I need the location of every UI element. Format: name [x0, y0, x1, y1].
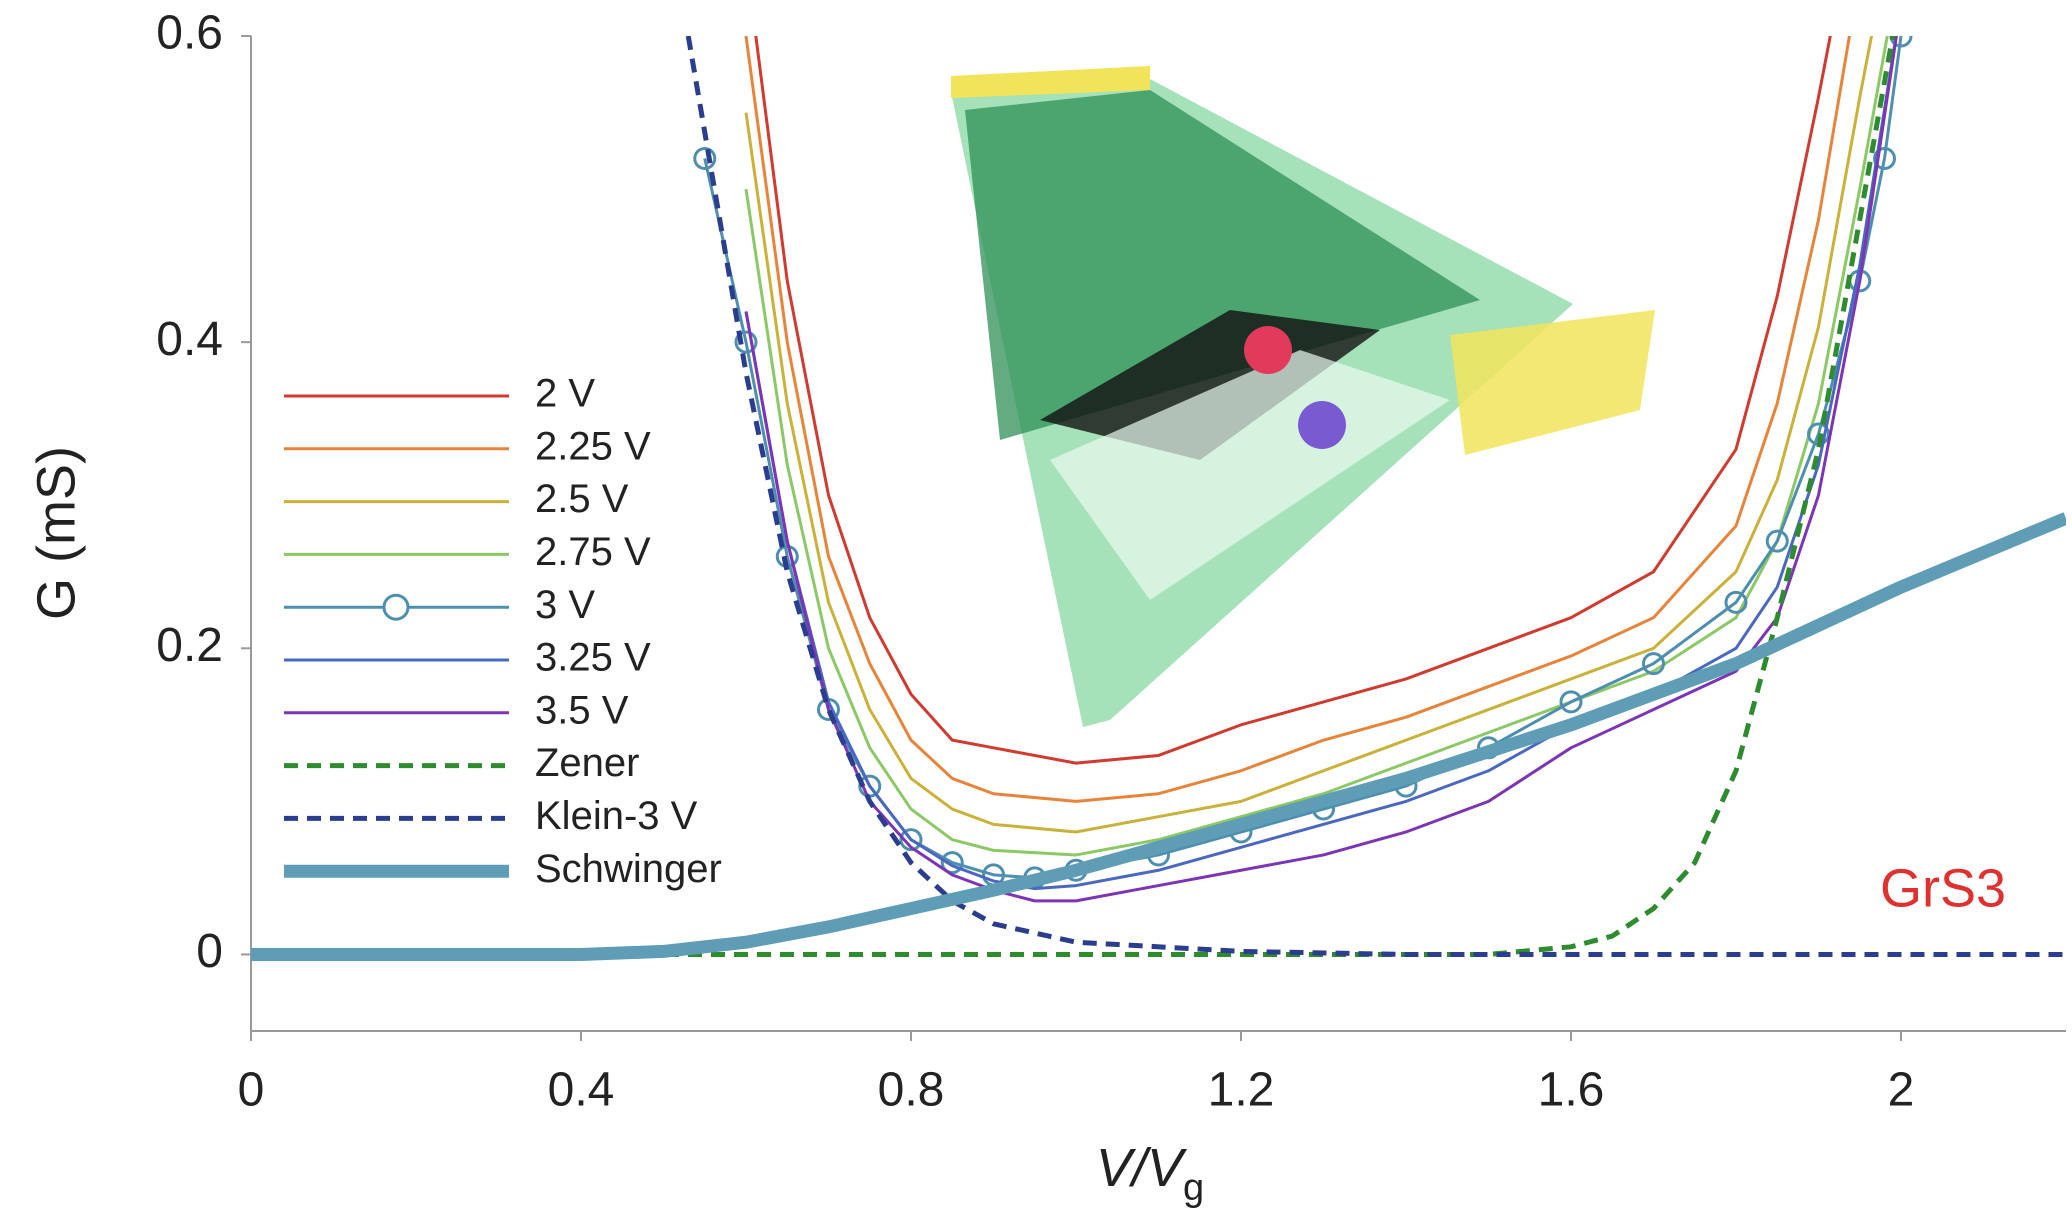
x-tick-label: 1.2 [1208, 1064, 1275, 1117]
series-line [251, 512, 2066, 961]
series-marker [1765, 529, 1789, 553]
legend-label: 3 V [535, 583, 595, 627]
legend-label: 3.25 V [535, 636, 651, 680]
inset-illustration [951, 66, 1655, 727]
x-axis-label: V/Vg [1096, 1138, 1204, 1209]
series-marker [1559, 690, 1583, 714]
series-line [744, 36, 1898, 891]
plot-area [251, 36, 2066, 961]
y-tick-label: 0.6 [156, 7, 223, 60]
series-marker [1889, 36, 1913, 48]
legend-label: 2 V [535, 372, 595, 416]
y-tick-label: 0.4 [156, 313, 223, 366]
series-marker [940, 851, 964, 875]
series-marker [1642, 652, 1665, 676]
series-line [744, 36, 1898, 903]
x-axis-label-main: V/V [1096, 1138, 1188, 1198]
legend-label: Zener [535, 741, 640, 785]
legend-label: 3.5 V [535, 688, 629, 732]
y-tick-label: 0.2 [156, 619, 223, 672]
series-line [685, 36, 2066, 957]
series-marker [693, 146, 717, 170]
series-line [754, 36, 1832, 765]
series-marker [1873, 146, 1896, 170]
y-axis-label: G (mS) [26, 446, 86, 620]
x-tick-label: 0.4 [548, 1064, 615, 1117]
legend-label: Klein-3 V [535, 794, 698, 838]
annotation: GrS3 [1880, 858, 2006, 918]
x-tick-label: 0 [238, 1064, 265, 1117]
legend-label: 2.25 V [535, 424, 651, 468]
x-axis-label-subscript: g [1183, 1167, 1204, 1209]
legend-marker [382, 593, 410, 621]
legend-label: Schwinger [535, 847, 722, 891]
x-tick-label: 1.6 [1538, 1064, 1605, 1117]
series-line [251, 36, 1896, 957]
x-tick-label: 2 [1888, 1064, 1915, 1117]
legend: 2 V 2.25 V 2.5 V 2.75 V 3 V 3.25 V 3.5 V Zener K… [284, 372, 722, 891]
series-marker [734, 330, 758, 354]
y-tick-label: 0 [196, 925, 223, 978]
legend-label: 2.75 V [535, 530, 651, 574]
series-marker [1724, 590, 1748, 614]
series-line [744, 36, 1874, 834]
series-marker [899, 828, 923, 852]
x-tick-label: 0.8 [878, 1064, 945, 1117]
legend-label: 2.5 V [535, 477, 629, 521]
series-line [744, 36, 1851, 803]
